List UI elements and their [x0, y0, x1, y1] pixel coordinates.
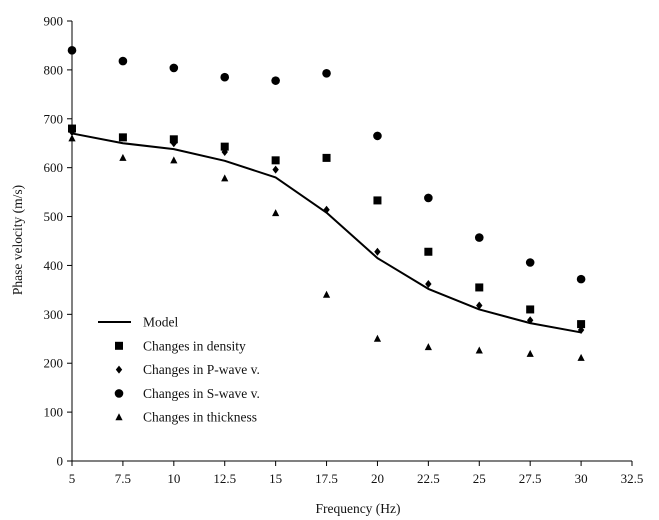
legend-circle-swatch: [114, 389, 124, 398]
diamond-point: [323, 205, 330, 214]
legend-triangle-swatch: [115, 413, 123, 421]
x-tick-label: 12.5: [213, 471, 236, 486]
diamond-point: [425, 280, 432, 289]
square-point: [373, 196, 382, 205]
y-tick-label: 100: [44, 405, 64, 420]
diamond-point: [170, 139, 178, 148]
square-point: [322, 153, 331, 162]
diamond-point: [526, 316, 534, 325]
triangle-point: [577, 353, 585, 361]
square-point: [577, 320, 586, 329]
legend-label: Changes in P-wave v.: [143, 362, 260, 377]
series-4: [68, 134, 585, 361]
y-tick-label: 800: [44, 62, 64, 77]
triangle-point: [322, 290, 331, 298]
x-tick-label: 10: [167, 471, 180, 486]
diamond-point: [374, 247, 381, 256]
y-tick-label: 400: [44, 258, 64, 273]
square-point: [424, 247, 433, 256]
square-point: [475, 283, 484, 292]
circle-point: [271, 76, 280, 85]
circle-point: [67, 46, 77, 55]
circle-point: [424, 193, 433, 203]
y-tick-label: 0: [57, 454, 64, 469]
square-point: [220, 142, 229, 151]
circle-point: [169, 63, 179, 73]
y-tick-label: 300: [44, 307, 64, 322]
diamond-point: [119, 133, 127, 142]
series-2: [68, 127, 585, 334]
legend-label: Model: [143, 315, 178, 330]
triangle-point: [526, 349, 534, 357]
triangle-point: [170, 156, 178, 164]
legend-label: Changes in thickness: [143, 410, 257, 425]
y-tick-label: 200: [44, 356, 64, 371]
triangle-point: [373, 334, 382, 342]
x-tick-label: 27.5: [519, 471, 542, 486]
series-3: [67, 46, 586, 284]
y-tick-label: 600: [44, 160, 64, 175]
series-layer: [67, 46, 586, 361]
model-line: [71, 132, 582, 334]
y-tick-label: 500: [44, 209, 64, 224]
y-axis-title: Phase velocity (m/s): [10, 185, 25, 295]
triangle-point: [68, 134, 76, 142]
x-tick-label: 32.5: [621, 471, 644, 486]
x-tick-label: 7.5: [115, 471, 131, 486]
diamond-point: [577, 325, 585, 334]
x-tick-label: 25: [473, 471, 486, 486]
circle-point: [220, 72, 230, 82]
legend-label: Changes in S-wave v.: [143, 386, 260, 401]
triangle-point: [221, 174, 229, 182]
triangle-point: [119, 153, 127, 161]
x-tick-label: 17.5: [315, 471, 338, 486]
triangle-point: [272, 209, 280, 217]
legend-square-swatch: [115, 341, 123, 350]
legend-diamond-swatch: [115, 365, 123, 374]
square-point: [271, 156, 280, 165]
circle-point: [525, 258, 535, 267]
x-tick-label: 22.5: [417, 471, 440, 486]
triangle-point: [424, 343, 432, 351]
x-tick-label: 5: [69, 471, 76, 486]
legend-label: Changes in density: [143, 338, 246, 353]
axes: 0 100 200 300 400 500 600 700 800 900 5 7.5 10 12.5 15…: [44, 14, 644, 487]
diamond-point: [68, 127, 76, 136]
diamond-point: [476, 301, 483, 310]
circle-point: [373, 131, 382, 141]
x-tick-label: 20: [371, 471, 384, 486]
circle-point: [576, 274, 586, 284]
x-tick-label: 15: [269, 471, 282, 486]
series-0: [71, 132, 582, 334]
triangle-point: [475, 346, 483, 354]
square-point: [526, 305, 535, 314]
legend: Model Changes in density Changes in P-wave…: [98, 315, 260, 425]
circle-point: [474, 233, 484, 242]
diamond-point: [221, 148, 228, 157]
x-tick-label: 30: [575, 471, 588, 486]
diamond-point: [272, 165, 279, 174]
circle-point: [322, 69, 331, 78]
y-tick-label: 700: [44, 111, 64, 126]
circle-point: [118, 56, 128, 66]
x-axis-title: Frequency (Hz): [315, 501, 400, 516]
y-tick-label: 900: [44, 14, 64, 29]
